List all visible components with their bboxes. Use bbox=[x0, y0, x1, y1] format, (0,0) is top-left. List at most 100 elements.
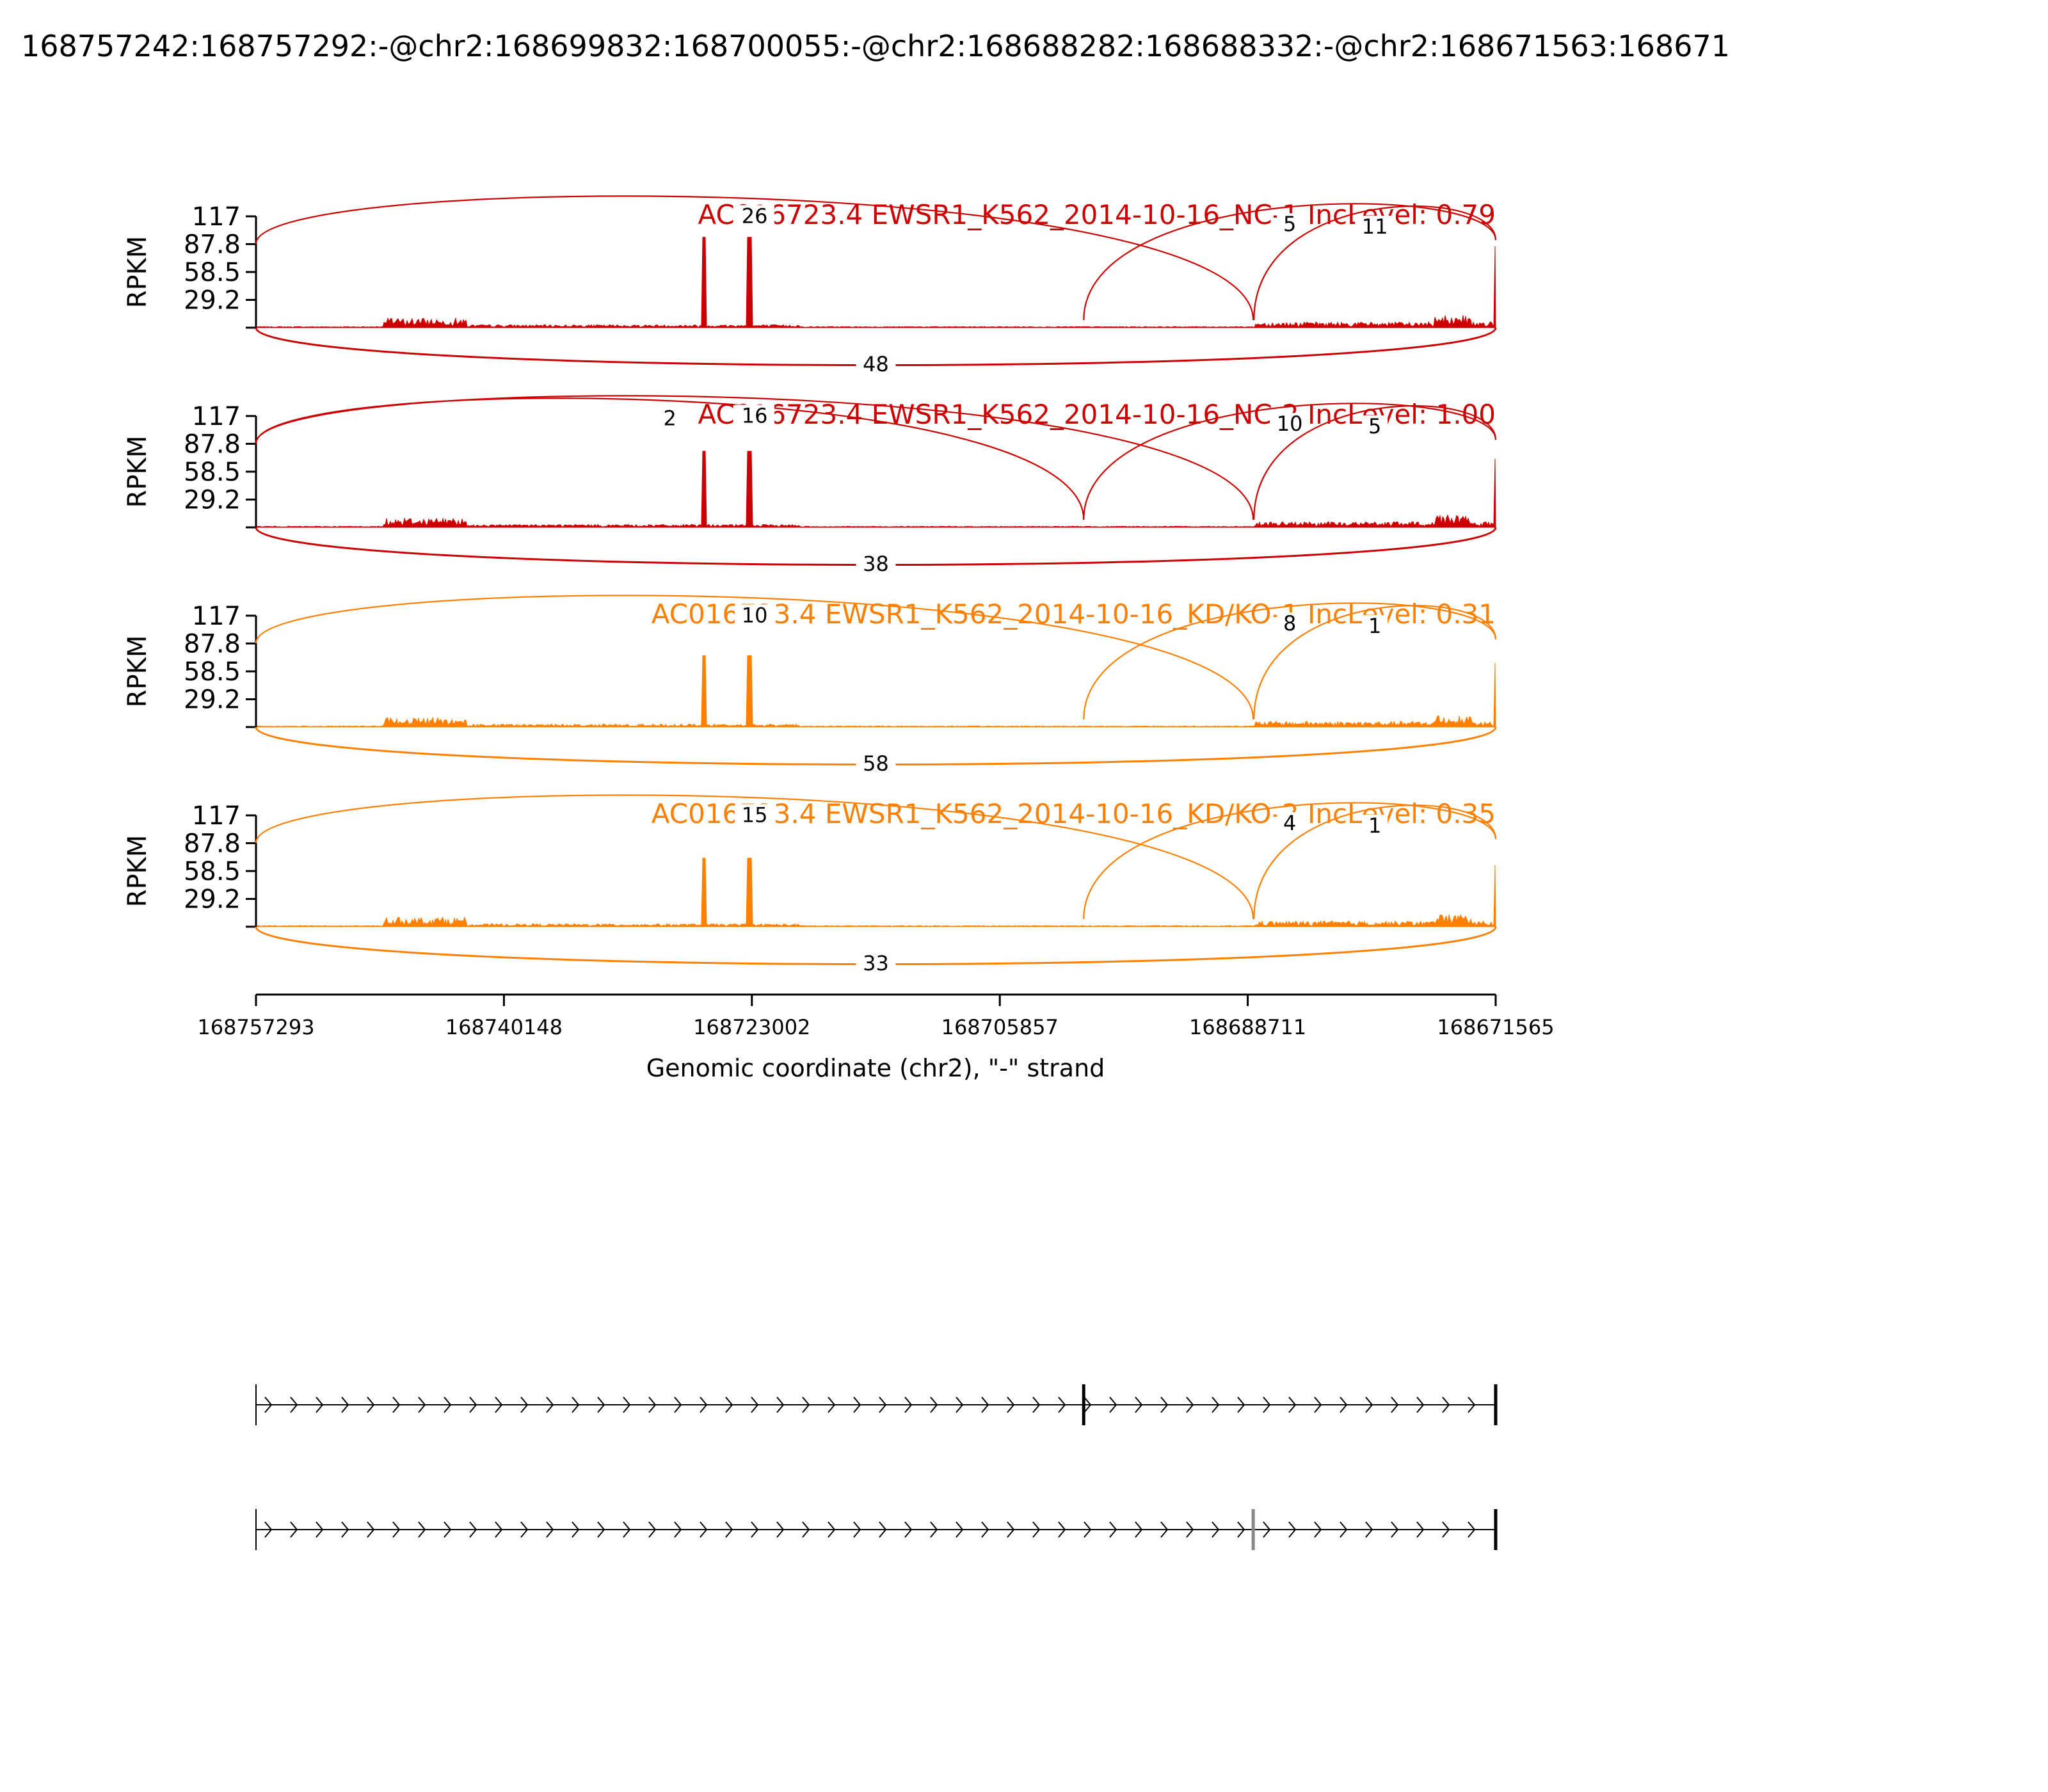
y-axis-label: RPKM bbox=[123, 835, 152, 908]
junction-label: 10 bbox=[742, 603, 768, 627]
coverage-area bbox=[255, 858, 1496, 927]
strand-arrow bbox=[1340, 1396, 1348, 1413]
strand-arrow bbox=[1416, 1396, 1425, 1413]
y-tick-label: 58.5 bbox=[184, 857, 241, 886]
strand-arrow bbox=[1468, 1396, 1476, 1413]
strand-arrow bbox=[1160, 1521, 1169, 1538]
strand-arrow bbox=[904, 1521, 913, 1538]
x-tick-label: 168688711 bbox=[1189, 1015, 1306, 1039]
strand-arrow bbox=[418, 1521, 426, 1538]
y-tick-label: 117 bbox=[192, 602, 241, 631]
junction-label: 10 bbox=[1277, 412, 1303, 436]
strand-arrow bbox=[1416, 1521, 1425, 1538]
strand-arrow bbox=[597, 1521, 605, 1538]
junction-arc bbox=[1253, 605, 1497, 720]
junction-arc bbox=[255, 195, 1254, 321]
strand-arrow bbox=[444, 1396, 452, 1413]
y-tick-label: 58.5 bbox=[184, 458, 241, 487]
strand-arrow bbox=[1186, 1521, 1194, 1538]
strand-arrow bbox=[444, 1521, 452, 1538]
strand-arrow bbox=[1288, 1521, 1297, 1538]
strand-arrow bbox=[700, 1521, 708, 1538]
junction-label-bg bbox=[735, 205, 775, 228]
strand-arrow bbox=[290, 1396, 298, 1413]
strand-arrow bbox=[1391, 1521, 1399, 1538]
strand-arrow bbox=[623, 1396, 631, 1413]
isoform-1 bbox=[255, 1384, 1498, 1425]
strand-arrow bbox=[802, 1521, 810, 1538]
x-tick-label: 168757293 bbox=[197, 1015, 314, 1039]
figure-title: 168757242:168757292:-@chr2:168699832:168… bbox=[21, 29, 1730, 63]
strand-arrow bbox=[1314, 1521, 1322, 1538]
strand-arrow bbox=[316, 1521, 324, 1538]
strand-arrow bbox=[1442, 1521, 1450, 1538]
strand-arrow bbox=[700, 1396, 708, 1413]
strand-arrow bbox=[1288, 1396, 1297, 1413]
x-tick-label: 168671565 bbox=[1437, 1015, 1554, 1039]
strand-arrow bbox=[1365, 1521, 1373, 1538]
strand-arrow bbox=[1135, 1396, 1143, 1413]
strand-arrow bbox=[853, 1521, 861, 1538]
coverage-area bbox=[255, 655, 1496, 728]
strand-arrow bbox=[341, 1521, 349, 1538]
strand-arrow bbox=[469, 1521, 477, 1538]
strand-arrow bbox=[674, 1396, 682, 1413]
junction-label: 5 bbox=[1368, 414, 1381, 438]
y-tick-label: 29.2 bbox=[184, 685, 241, 715]
strand-arrow bbox=[930, 1396, 938, 1413]
junction-label: 33 bbox=[863, 951, 889, 975]
strand-arrow bbox=[1186, 1396, 1194, 1413]
junction-arc bbox=[1083, 802, 1497, 920]
junction-label: 1 bbox=[1368, 614, 1381, 638]
coverage-area bbox=[255, 451, 1496, 528]
strand-arrow bbox=[879, 1521, 887, 1538]
strand-arrow bbox=[367, 1396, 375, 1413]
strand-arrow bbox=[1007, 1521, 1015, 1538]
x-axis: 168757293 168740148 168723002 168705857 1686… bbox=[197, 993, 1555, 1039]
junction-label-bg bbox=[735, 604, 775, 628]
strand-arrow bbox=[572, 1396, 580, 1413]
y-tick-label: 58.5 bbox=[184, 657, 241, 687]
strand-arrow bbox=[367, 1521, 375, 1538]
strand-arrow bbox=[264, 1521, 273, 1538]
strand-arrow bbox=[1109, 1521, 1117, 1538]
y-tick-label: 87.8 bbox=[184, 829, 241, 858]
strand-arrow bbox=[853, 1396, 861, 1413]
strand-arrow bbox=[1237, 1396, 1245, 1413]
junction-label: 1 bbox=[1368, 813, 1381, 838]
junction-label: 15 bbox=[742, 803, 768, 827]
strand-arrow bbox=[725, 1521, 733, 1538]
junction-arc bbox=[1083, 602, 1497, 720]
junction-label-bg bbox=[1355, 216, 1395, 239]
y-tick-label: 87.8 bbox=[184, 629, 241, 659]
junction-label: 58 bbox=[863, 751, 889, 776]
strand-arrow bbox=[1340, 1521, 1348, 1538]
strand-arrow bbox=[981, 1396, 989, 1413]
y-tick-label: 58.5 bbox=[184, 258, 241, 287]
y-tick-label: 87.8 bbox=[184, 230, 241, 259]
junction-label: 8 bbox=[1283, 611, 1296, 636]
strand-arrow bbox=[648, 1396, 657, 1413]
y-tick-label: 117 bbox=[192, 202, 241, 232]
strand-arrow bbox=[1314, 1396, 1322, 1413]
junction-arc bbox=[255, 794, 1254, 920]
y-tick-label: 87.8 bbox=[184, 429, 241, 459]
junction-label: 11 bbox=[1362, 214, 1388, 239]
strand-arrow bbox=[776, 1521, 785, 1538]
strand-arrow bbox=[469, 1396, 477, 1413]
isoform-2 bbox=[255, 1509, 1498, 1550]
strand-arrow bbox=[930, 1521, 938, 1538]
strand-arrow bbox=[956, 1521, 964, 1538]
junction-label: 38 bbox=[863, 552, 889, 576]
strand-arrow bbox=[776, 1396, 785, 1413]
strand-arrow bbox=[1442, 1396, 1450, 1413]
strand-arrow bbox=[1212, 1521, 1220, 1538]
strand-arrow bbox=[828, 1396, 836, 1413]
strand-arrow bbox=[1263, 1521, 1271, 1538]
junction-label-bg bbox=[1362, 615, 1388, 639]
